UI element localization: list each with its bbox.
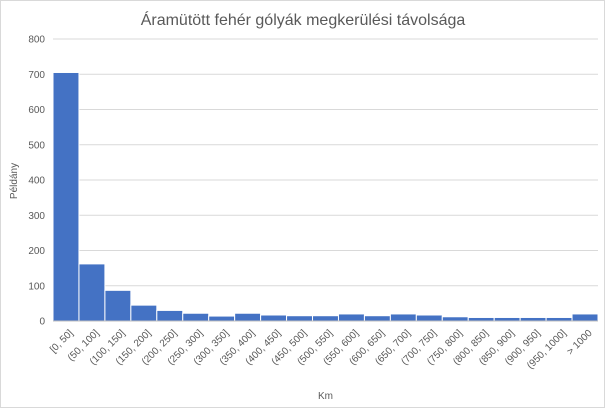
bar <box>312 315 339 322</box>
bar <box>363 315 391 322</box>
x-tick-label: > 1000 <box>565 328 595 358</box>
bar <box>208 315 236 322</box>
bar <box>260 314 288 322</box>
y-axis-label: Példány <box>9 163 20 199</box>
bar <box>519 316 547 322</box>
chart-title: Áramütött fehér gólyák megkerülési távol… <box>141 10 466 29</box>
y-tick-label: 100 <box>28 281 45 292</box>
bar <box>441 316 469 322</box>
y-tick-label: 700 <box>28 70 45 81</box>
bar <box>130 304 158 322</box>
y-tick-label: 600 <box>28 105 45 116</box>
bar <box>415 314 443 322</box>
bar <box>182 312 210 322</box>
bar <box>545 316 573 322</box>
bar <box>493 316 521 322</box>
y-tick-label: 0 <box>39 317 45 328</box>
y-tick-label: 500 <box>28 140 45 151</box>
y-tick-label: 400 <box>28 176 45 187</box>
y-axis-ticks: 0 100 200 300 400 500 600 700 800 <box>28 35 45 328</box>
gridlines <box>53 38 598 287</box>
bar <box>78 263 106 322</box>
bar <box>286 315 314 322</box>
x-axis-ticks: [0, 50](50, 100](100, 150](150, 200](200… <box>48 328 595 372</box>
bar <box>234 312 262 322</box>
x-axis-label: Km <box>318 391 333 402</box>
bars <box>52 71 599 322</box>
y-tick-label: 800 <box>28 35 45 46</box>
bar <box>571 313 599 322</box>
bar <box>156 309 184 322</box>
y-tick-label: 300 <box>28 211 45 222</box>
bar <box>337 313 365 322</box>
bar <box>467 316 495 322</box>
y-tick-label: 200 <box>28 246 45 257</box>
bar <box>104 289 132 322</box>
bar <box>52 71 80 322</box>
bar <box>389 313 417 322</box>
